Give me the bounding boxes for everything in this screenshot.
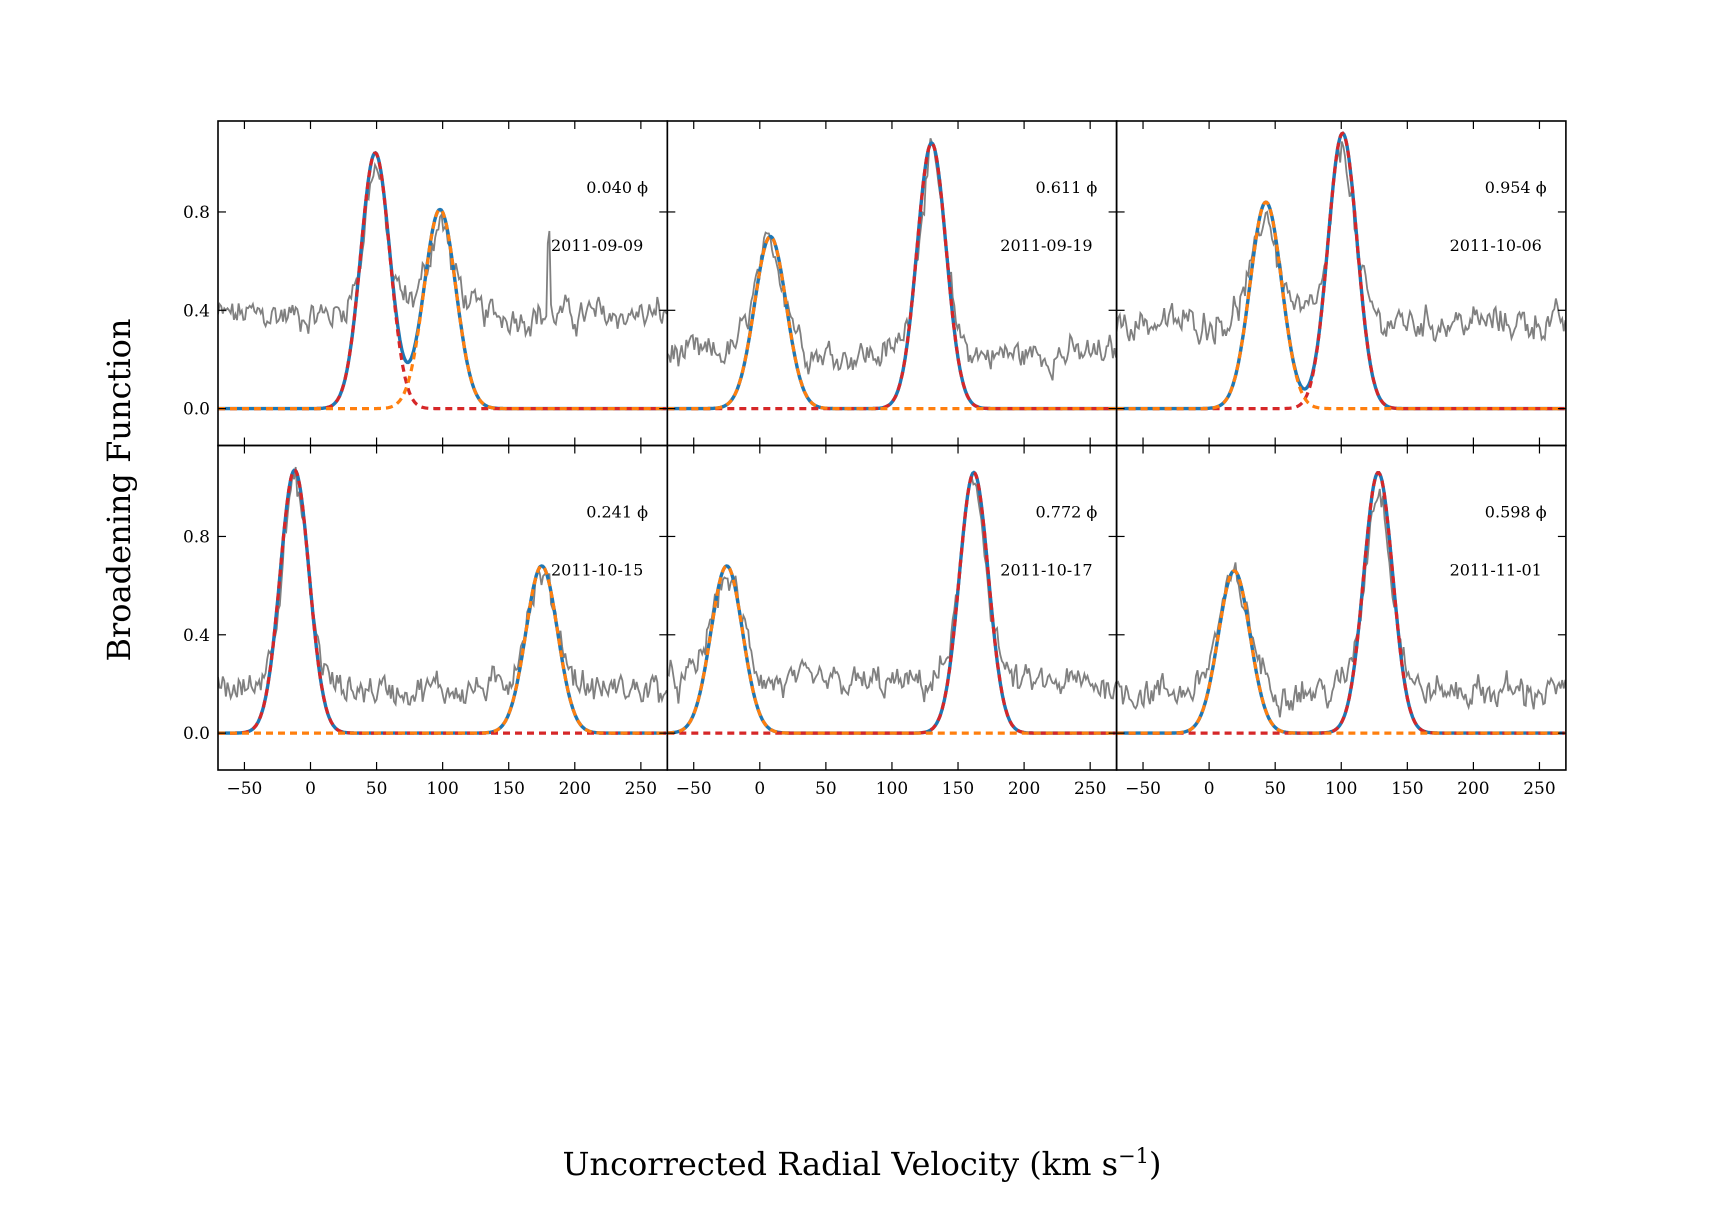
panel-6: −50 0 50 100 150 200 250 0.598 ϕ 2011-11-01 bbox=[1115, 444, 1567, 799]
phase-label: 0.772 ϕ bbox=[1036, 503, 1098, 522]
panel-frame bbox=[1115, 120, 1567, 447]
date-label: 2011-09-09 bbox=[551, 236, 643, 255]
y-tick-label: 0.8 bbox=[183, 203, 210, 223]
x-tick-label: 100 bbox=[426, 779, 458, 799]
phase-label: 0.611 ϕ bbox=[1036, 178, 1098, 197]
y-tick-label: 0.0 bbox=[183, 400, 210, 420]
x-tick-label: 100 bbox=[876, 779, 908, 799]
panel-3: 0.954 ϕ 2011-10-06 bbox=[1115, 120, 1567, 447]
x-tick-label: 0 bbox=[305, 779, 316, 799]
panel-frame bbox=[217, 120, 669, 447]
plot-area bbox=[218, 150, 668, 411]
primary-component-line bbox=[1116, 471, 1565, 735]
primary-component-line bbox=[1116, 131, 1565, 411]
total-fit-line bbox=[1116, 131, 1565, 411]
y-axis-label: Broadening Function bbox=[100, 319, 138, 662]
y-tick-label: 0.4 bbox=[183, 626, 210, 646]
date-label: 2011-09-19 bbox=[1000, 236, 1092, 255]
panel-frame bbox=[217, 444, 669, 771]
phase-label: 0.040 ϕ bbox=[586, 178, 648, 197]
phase-label: 0.598 ϕ bbox=[1485, 503, 1547, 522]
secondary-component-line bbox=[667, 235, 1116, 411]
plot-area bbox=[667, 137, 1117, 411]
panel-1: 0.0 0.4 0.8 0.040 ϕ 2011-09-09 bbox=[183, 120, 669, 447]
x-tick-label: 150 bbox=[1391, 779, 1423, 799]
date-label: 2011-10-06 bbox=[1450, 236, 1542, 255]
x-tick-label: −50 bbox=[226, 779, 262, 799]
x-tick-label: −50 bbox=[676, 779, 712, 799]
x-axis-label-close: ) bbox=[1149, 1145, 1161, 1183]
y-tick-label: 0.0 bbox=[183, 724, 210, 744]
x-tick-label: 0 bbox=[754, 779, 765, 799]
x-tick-label: 150 bbox=[942, 779, 974, 799]
plot-area bbox=[667, 470, 1117, 735]
date-label: 2011-11-01 bbox=[1450, 561, 1542, 580]
panel-grid: 0.0 0.4 0.8 0.040 ϕ 2011-09-09 0.611 ϕ 2011-09… bbox=[183, 120, 1567, 799]
primary-component-line bbox=[218, 468, 667, 735]
plot-area bbox=[1116, 471, 1566, 735]
date-label: 2011-10-15 bbox=[551, 561, 643, 580]
x-tick-label: 200 bbox=[1457, 779, 1489, 799]
x-tick-label: 50 bbox=[1264, 779, 1286, 799]
phase-label: 0.241 ϕ bbox=[586, 503, 648, 522]
observed-bf-line bbox=[1116, 488, 1566, 718]
secondary-component-line bbox=[1116, 200, 1565, 411]
plot-area bbox=[218, 466, 668, 735]
panel-5: −50 0 50 100 150 200 250 0.772 ϕ 2011-10-17 bbox=[666, 444, 1118, 799]
x-tick-label: 150 bbox=[492, 779, 524, 799]
secondary-component-line bbox=[218, 564, 667, 735]
x-axis-label: Uncorrected Radial Velocity (km s−1) bbox=[563, 1144, 1162, 1183]
x-tick-label: 50 bbox=[366, 779, 388, 799]
x-axis-label-text: Uncorrected Radial Velocity (km s bbox=[563, 1145, 1118, 1183]
panel-2: 0.611 ϕ 2011-09-19 bbox=[666, 120, 1118, 447]
y-tick-label: 0.8 bbox=[183, 527, 210, 547]
observed-bf-line bbox=[218, 161, 668, 339]
date-label: 2011-10-17 bbox=[1000, 561, 1092, 580]
panel-4: −50 0 50 100 150 200 250 0.0 0.4 0.8 0.241 ϕ 2011-1… bbox=[183, 444, 669, 799]
secondary-component-line bbox=[1116, 569, 1565, 735]
x-tick-label: −50 bbox=[1125, 779, 1161, 799]
plot-area bbox=[1116, 131, 1566, 411]
observed-bf-line bbox=[667, 137, 1117, 381]
x-tick-label: 250 bbox=[1074, 779, 1106, 799]
secondary-component-line bbox=[667, 564, 1116, 735]
secondary-component-line bbox=[218, 207, 667, 411]
observed-bf-line bbox=[1116, 141, 1566, 345]
y-tick-label: 0.4 bbox=[183, 301, 210, 321]
x-tick-label: 50 bbox=[815, 779, 837, 799]
primary-component-line bbox=[667, 141, 1116, 411]
x-tick-label: 250 bbox=[625, 779, 657, 799]
x-tick-label: 250 bbox=[1523, 779, 1555, 799]
x-tick-label: 200 bbox=[1008, 779, 1040, 799]
panel-frame bbox=[666, 444, 1118, 771]
x-tick-label: 100 bbox=[1325, 779, 1357, 799]
primary-component-line bbox=[667, 470, 1116, 735]
x-tick-label: 0 bbox=[1204, 779, 1215, 799]
phase-label: 0.954 ϕ bbox=[1485, 178, 1547, 197]
x-tick-label: 200 bbox=[559, 779, 591, 799]
x-axis-label-unit-superscript: −1 bbox=[1118, 1144, 1149, 1168]
